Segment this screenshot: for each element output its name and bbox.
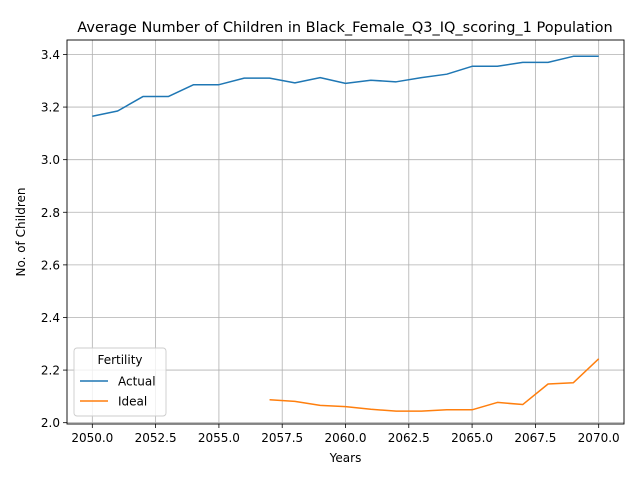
chart-title: Average Number of Children in Black_Fema… xyxy=(77,20,612,36)
legend-label: Actual xyxy=(118,375,156,389)
x-tick-label: 2050.0 xyxy=(71,431,113,445)
y-tick-label: 3.2 xyxy=(41,101,60,115)
x-tick-label: 2052.5 xyxy=(135,431,177,445)
x-tick-label: 2057.5 xyxy=(261,431,303,445)
y-axis-label: No. of Children xyxy=(14,187,28,276)
legend-title: Fertility xyxy=(97,353,142,367)
legend-label: Ideal xyxy=(118,395,147,409)
series-line-actual xyxy=(92,55,599,118)
y-tick-label: 2.8 xyxy=(41,206,60,220)
x-tick-label: 2070.0 xyxy=(578,431,620,445)
x-tick-label: 2060.0 xyxy=(325,431,367,445)
y-tick-label: 2.4 xyxy=(41,311,60,325)
y-tick-label: 2.2 xyxy=(41,364,60,378)
y-axis: 2.0 2.2 2.4 2.6 2.8 3.0 3.2 3.4 xyxy=(41,48,67,430)
x-axis-label: Years xyxy=(329,451,362,465)
y-tick-label: 3.0 xyxy=(41,153,60,167)
legend: Fertility Actual Ideal xyxy=(73,347,167,417)
series-lines xyxy=(92,55,600,412)
x-tick-label: 2055.0 xyxy=(198,431,240,445)
legend-box xyxy=(73,347,167,417)
x-tick-label: 2062.5 xyxy=(388,431,430,445)
series-line-ideal xyxy=(269,358,600,412)
y-tick-label: 2.6 xyxy=(41,258,60,272)
y-tick-label: 2.0 xyxy=(41,416,60,430)
y-tick-label: 3.4 xyxy=(41,48,60,62)
x-tick-label: 2065.0 xyxy=(451,431,493,445)
legend-items: Actual Ideal xyxy=(80,375,156,409)
x-tick-label: 2067.5 xyxy=(514,431,556,445)
x-axis: 2050.0 2052.5 2055.0 2057.5 2060.0 2062.5 2065… xyxy=(71,424,620,445)
